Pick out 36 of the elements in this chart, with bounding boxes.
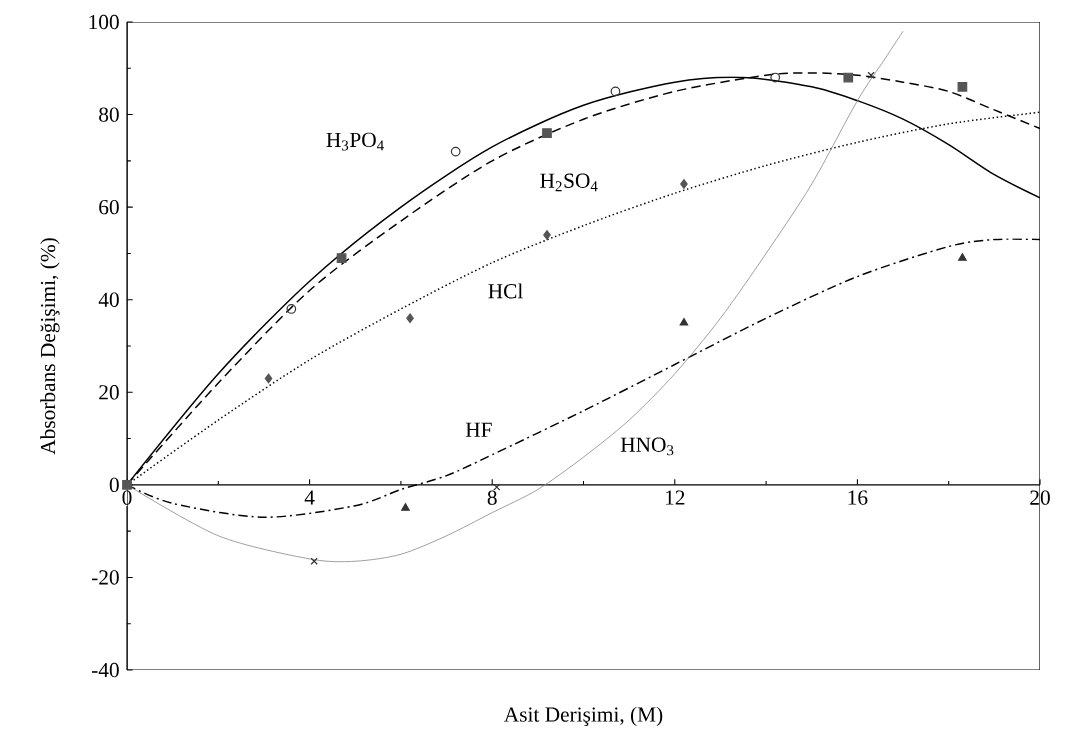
point bbox=[286, 304, 297, 314]
x-axis-title: Asit Derişimi, (M) bbox=[504, 706, 663, 727]
y-tick-label: 60 bbox=[99, 199, 119, 215]
point bbox=[958, 253, 967, 261]
x-tick-label: 12 bbox=[666, 490, 685, 505]
point bbox=[406, 313, 414, 324]
y-tick-label: 0 bbox=[109, 477, 119, 493]
y-tick-label: 100 bbox=[89, 14, 119, 30]
x-tick-label: 4 bbox=[304, 490, 315, 505]
point bbox=[542, 128, 552, 138]
y-tick-label: -40 bbox=[91, 662, 119, 678]
y-tick-label: 40 bbox=[98, 292, 119, 307]
point bbox=[957, 81, 968, 92]
point bbox=[867, 71, 875, 79]
y-axis-title: Absorbans Değişimi, (%) bbox=[40, 238, 60, 455]
point bbox=[770, 72, 781, 83]
point bbox=[264, 373, 273, 384]
point bbox=[679, 317, 689, 326]
y-tick-label: 80 bbox=[99, 107, 119, 122]
x-tick-label: 16 bbox=[848, 490, 868, 505]
x-tick-label: 8 bbox=[487, 490, 497, 505]
point bbox=[843, 72, 854, 83]
point bbox=[610, 86, 621, 97]
series-label: HF bbox=[465, 422, 492, 437]
point bbox=[122, 479, 132, 490]
y-tick-label: 20 bbox=[99, 385, 119, 400]
point bbox=[401, 503, 410, 511]
point bbox=[543, 230, 551, 240]
text: H$_{3}$PO$_{4}$ bbox=[326, 132, 384, 151]
point bbox=[680, 179, 688, 189]
point bbox=[450, 146, 461, 157]
series-label: HCl bbox=[488, 283, 523, 299]
y-tick-label: -20 bbox=[91, 570, 119, 585]
point bbox=[336, 253, 347, 263]
series-label: HNO$_{3}$ bbox=[620, 437, 674, 456]
series-label: H$_{2}$SO$_{4}$ bbox=[540, 173, 598, 192]
